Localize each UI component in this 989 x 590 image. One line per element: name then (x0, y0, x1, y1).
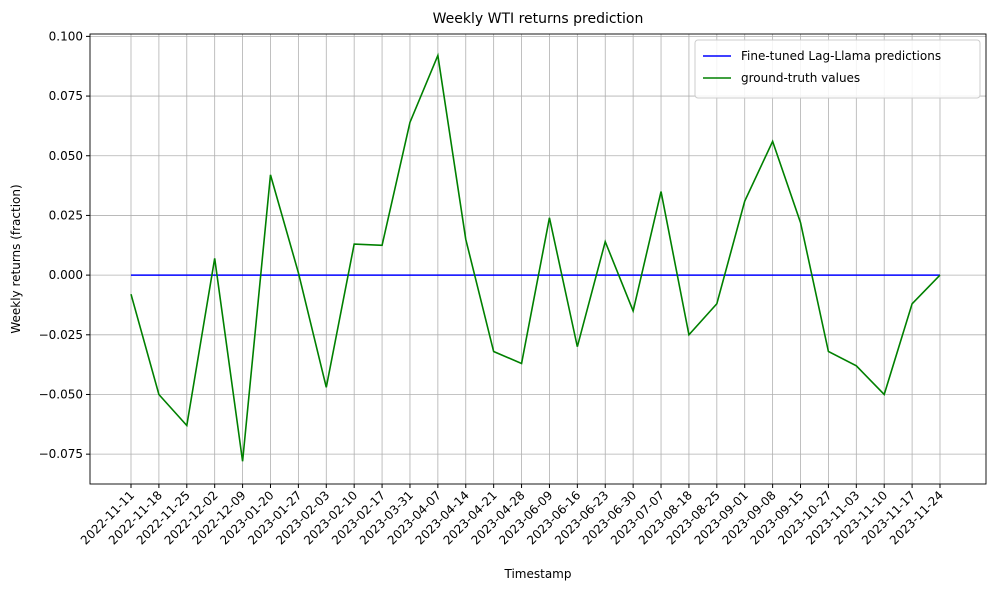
y-tick-label: 0.075 (49, 89, 83, 103)
y-tick-label: −0.075 (39, 447, 83, 461)
y-axis-label: Weekly returns (fraction) (9, 184, 23, 333)
plot-frame (89, 33, 987, 485)
y-tick-label: 0.025 (49, 208, 83, 222)
y-tick-label: 0.050 (49, 149, 83, 163)
legend-label: ground-truth values (741, 71, 860, 85)
y-tick-label: 0.100 (49, 29, 83, 43)
y-tick-label: −0.025 (39, 328, 83, 342)
chart-title: Weekly WTI returns prediction (433, 11, 644, 27)
y-tick-label: 0.000 (49, 268, 83, 282)
y-tick-label: −0.050 (39, 387, 83, 401)
legend-box (694, 39, 981, 99)
x-axis-label: Timestamp (504, 567, 572, 581)
legend-label: Fine-tuned Lag-Llama predictions (741, 49, 941, 63)
line-series (130, 52, 941, 462)
